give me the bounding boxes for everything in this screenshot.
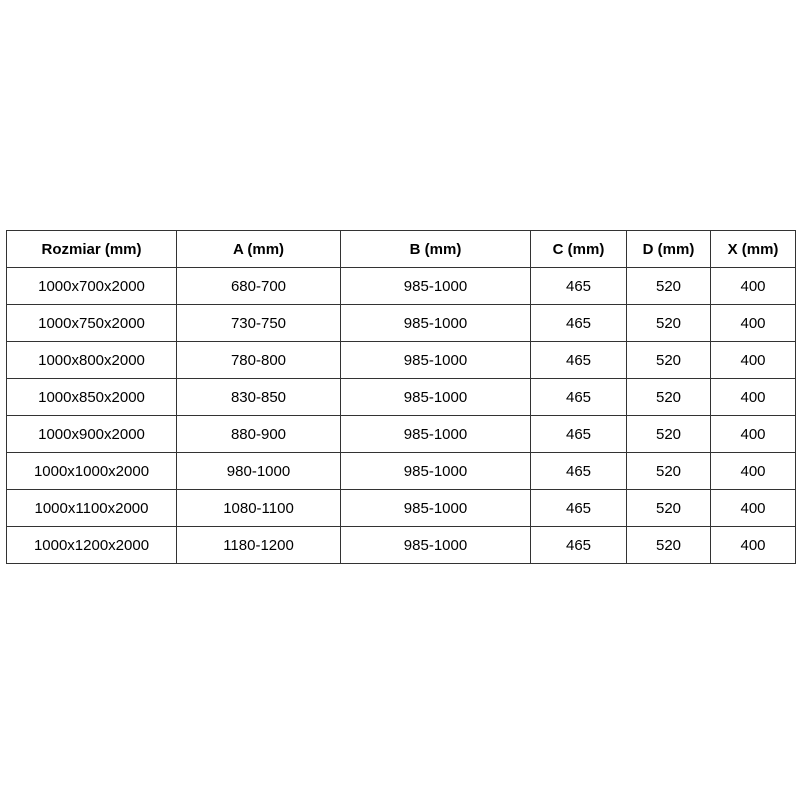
table-header-row: Rozmiar (mm) A (mm) B (mm) C (mm) D (mm) X (m… (6, 230, 796, 268)
column-header: Rozmiar (mm) (6, 230, 177, 268)
table-row: 1000x750x2000 730-750 985-1000 465 520 400 (6, 304, 796, 342)
table-cell: 1000x900x2000 (6, 415, 177, 453)
table-cell: 1000x700x2000 (6, 267, 177, 305)
table-cell: 400 (710, 526, 796, 564)
table-cell: 465 (530, 267, 627, 305)
table-cell: 465 (530, 415, 627, 453)
table-row: 1000x1100x2000 1080-1100 985-1000 465 520 400 (6, 489, 796, 527)
table-cell: 985-1000 (340, 304, 531, 342)
table-cell: 1000x850x2000 (6, 378, 177, 416)
table-cell: 400 (710, 304, 796, 342)
table-cell: 400 (710, 341, 796, 379)
table-cell: 520 (626, 452, 711, 490)
table-cell: 730-750 (176, 304, 341, 342)
table-cell: 985-1000 (340, 378, 531, 416)
table-cell: 400 (710, 489, 796, 527)
table-cell: 680-700 (176, 267, 341, 305)
table-cell: 520 (626, 267, 711, 305)
table-cell: 1000x1200x2000 (6, 526, 177, 564)
table-cell: 985-1000 (340, 452, 531, 490)
table-row: 1000x700x2000 680-700 985-1000 465 520 400 (6, 267, 796, 305)
table-cell: 465 (530, 489, 627, 527)
table-cell: 400 (710, 267, 796, 305)
table-cell: 465 (530, 378, 627, 416)
table-cell: 1000x750x2000 (6, 304, 177, 342)
table-cell: 985-1000 (340, 415, 531, 453)
table-cell: 520 (626, 304, 711, 342)
table-cell: 985-1000 (340, 526, 531, 564)
table-row: 1000x1000x2000 980-1000 985-1000 465 520 400 (6, 452, 796, 490)
table-cell: 465 (530, 526, 627, 564)
table-cell: 985-1000 (340, 489, 531, 527)
table-cell: 780-800 (176, 341, 341, 379)
table-cell: 465 (530, 341, 627, 379)
table-cell: 400 (710, 415, 796, 453)
table-cell: 520 (626, 415, 711, 453)
column-header: D (mm) (626, 230, 711, 268)
table-cell: 520 (626, 489, 711, 527)
table-row: 1000x1200x2000 1180-1200 985-1000 465 520 400 (6, 526, 796, 564)
column-header: X (mm) (710, 230, 796, 268)
table-cell: 985-1000 (340, 267, 531, 305)
column-header: A (mm) (176, 230, 341, 268)
table-cell: 465 (530, 304, 627, 342)
table-cell: 880-900 (176, 415, 341, 453)
table-cell: 520 (626, 526, 711, 564)
table-body: 1000x700x2000 680-700 985-1000 465 520 400 100… (6, 267, 796, 564)
table-cell: 830-850 (176, 378, 341, 416)
column-header: B (mm) (340, 230, 531, 268)
table-cell: 980-1000 (176, 452, 341, 490)
table-cell: 1080-1100 (176, 489, 341, 527)
table-row: 1000x850x2000 830-850 985-1000 465 520 400 (6, 378, 796, 416)
table-cell: 1000x1000x2000 (6, 452, 177, 490)
table-cell: 465 (530, 452, 627, 490)
table-cell: 985-1000 (340, 341, 531, 379)
table-cell: 400 (710, 378, 796, 416)
dimensions-table: Rozmiar (mm) A (mm) B (mm) C (mm) D (mm) X (m… (6, 230, 796, 564)
table-cell: 520 (626, 341, 711, 379)
table-cell: 1000x1100x2000 (6, 489, 177, 527)
table-cell: 1180-1200 (176, 526, 341, 564)
column-header: C (mm) (530, 230, 627, 268)
table-row: 1000x800x2000 780-800 985-1000 465 520 400 (6, 341, 796, 379)
table-cell: 1000x800x2000 (6, 341, 177, 379)
table-row: 1000x900x2000 880-900 985-1000 465 520 400 (6, 415, 796, 453)
table-cell: 520 (626, 378, 711, 416)
table-cell: 400 (710, 452, 796, 490)
